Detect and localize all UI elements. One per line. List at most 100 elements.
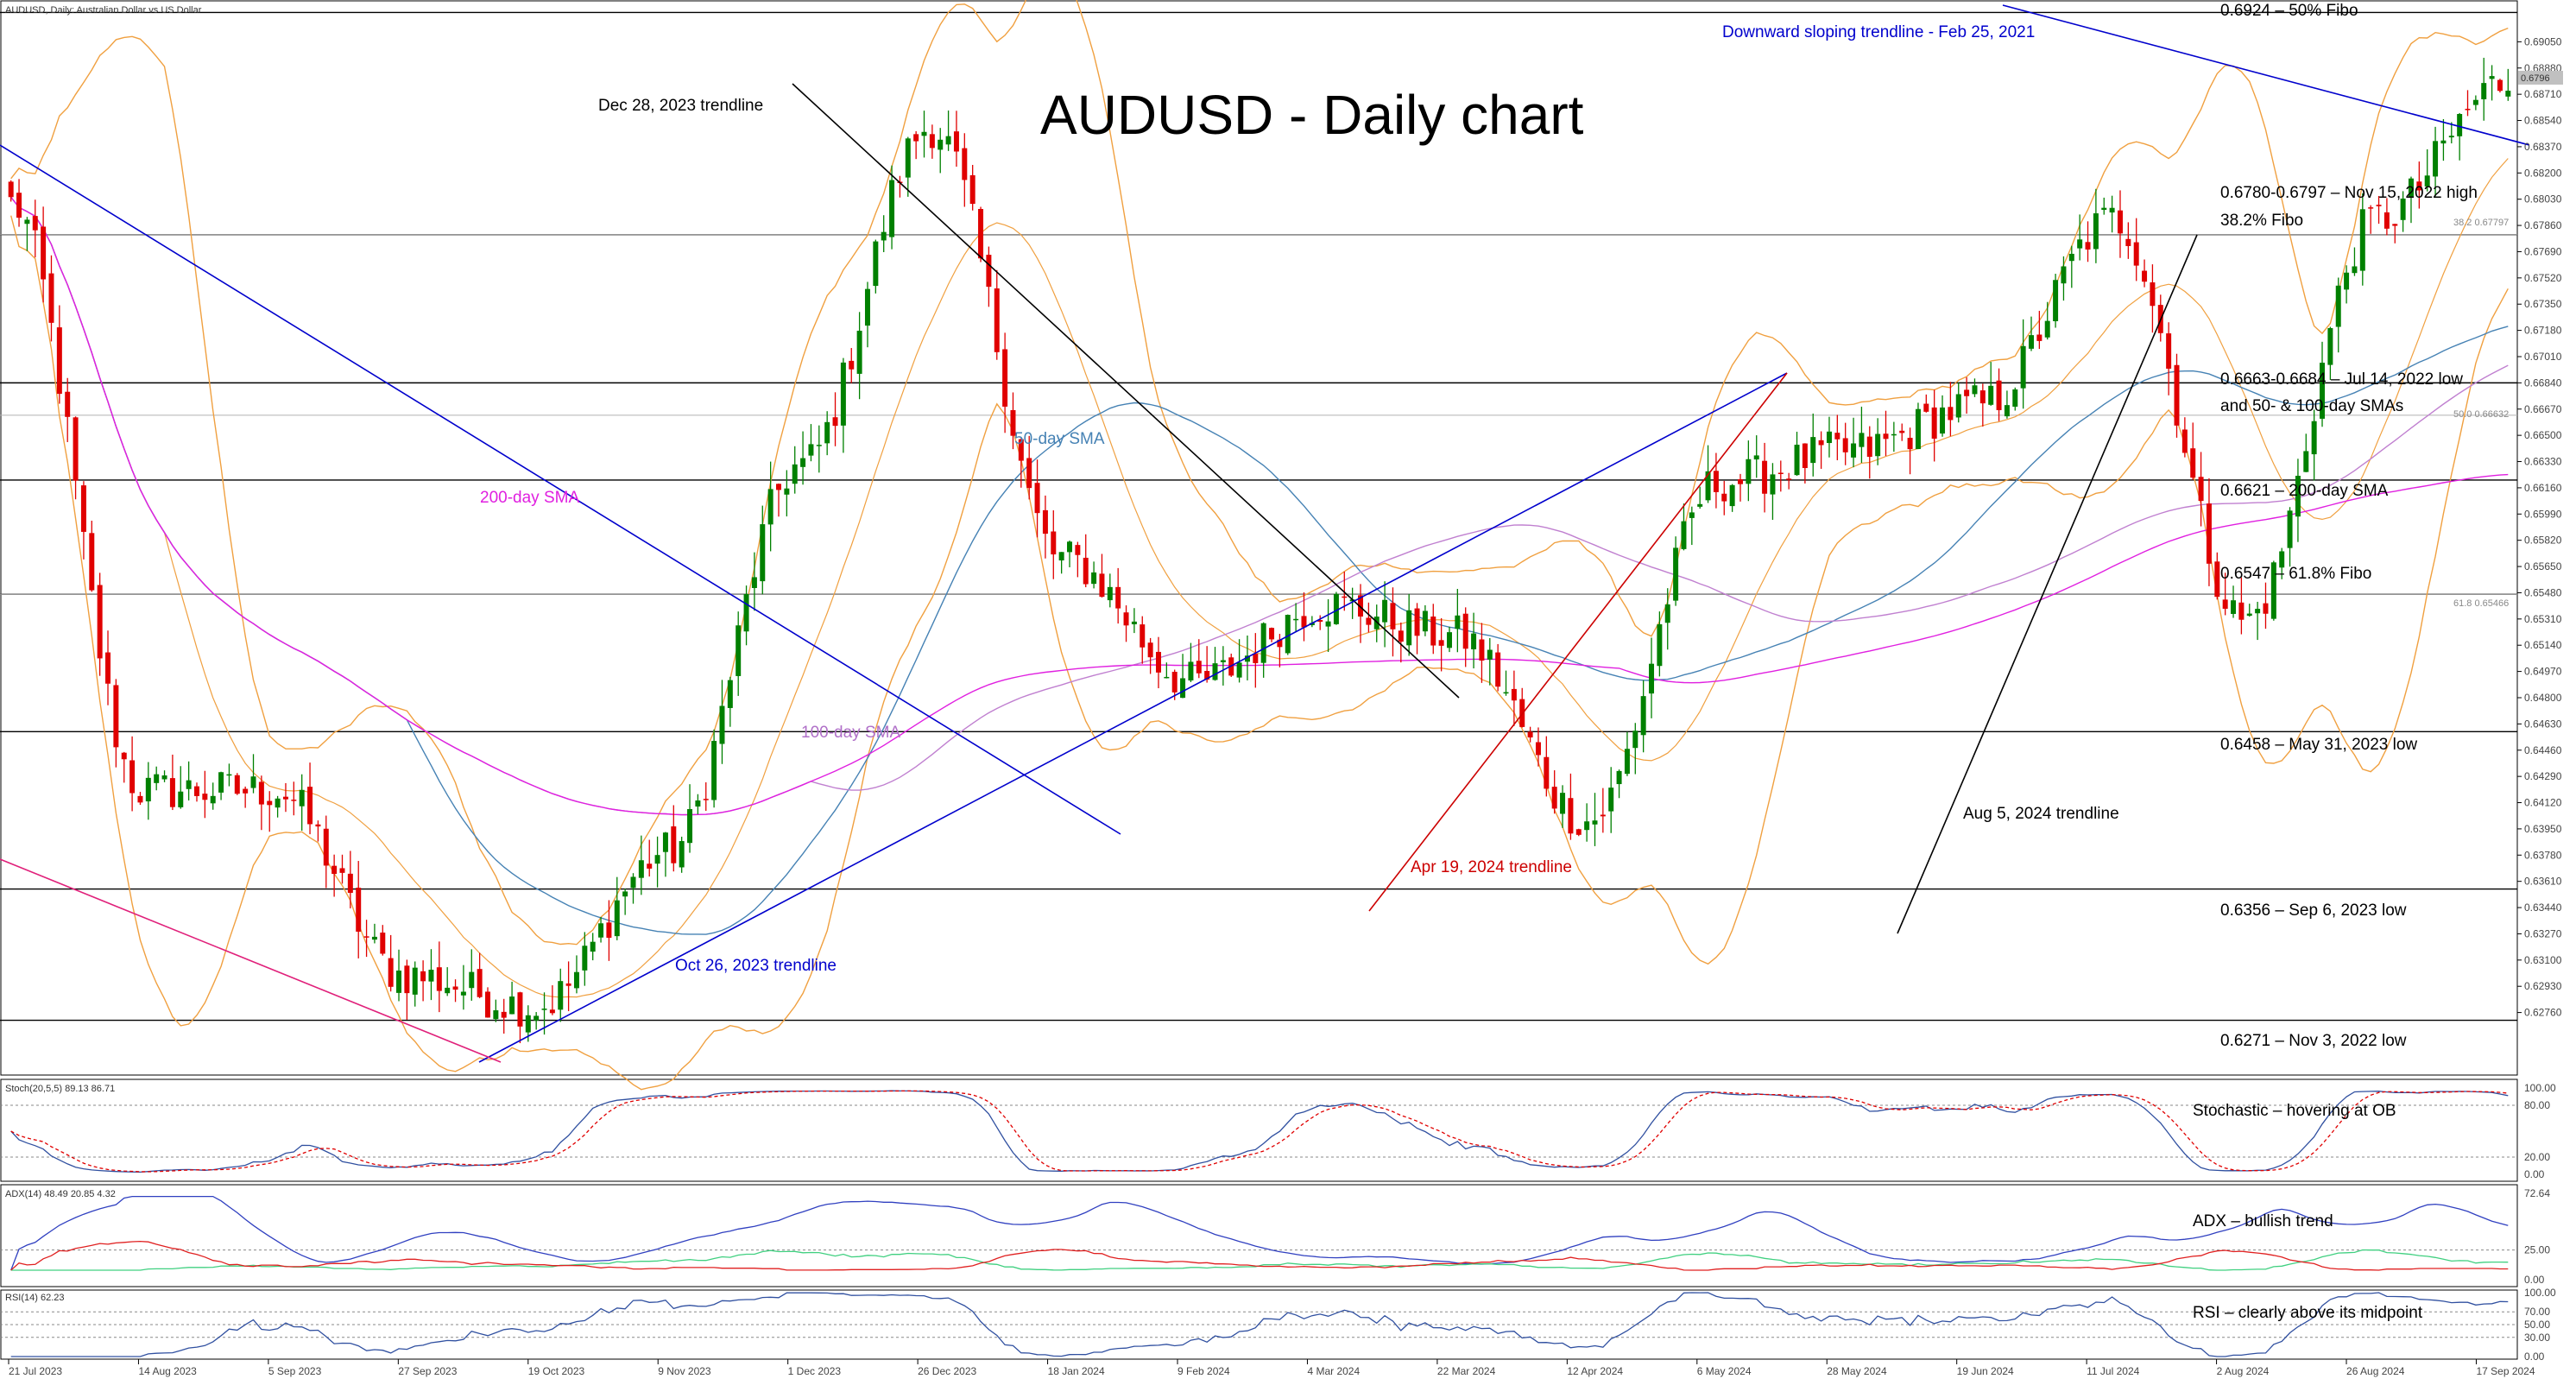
candle-body [2036,334,2042,341]
candle-body [1866,436,1872,458]
candle-body [2320,363,2326,419]
candle-body [1269,628,1275,640]
candle-body [509,996,515,1015]
candle-body [1851,443,1857,458]
candle-body [534,1015,540,1021]
candle-body [501,1011,507,1018]
candle-body [347,873,353,893]
trendline-pink-support [0,858,502,1063]
candle-body [1810,437,1816,464]
indicator-tick-label: 30.00 [2524,1332,2550,1344]
candle-body [864,288,870,326]
indicator-tick-label: 20.00 [2524,1151,2550,1163]
candle-body [193,786,199,796]
candle-body [1802,443,1808,469]
fib-tag-500: 50.0 0.66632 [2453,409,2509,420]
candle-body [1260,623,1266,663]
candle-body [56,327,62,395]
sma100-label: 100-day SMA [801,724,900,742]
candle-body [1584,821,1590,831]
candle-body [1034,483,1040,514]
candle-body [1446,632,1452,648]
candle-body [1560,793,1566,814]
candle-body [1253,654,1259,663]
candle-body [1099,573,1105,598]
candle-body [234,775,240,794]
candle-body [1689,512,1695,518]
level-label-7: 0.6458 – May 31, 2023 low [2220,736,2417,754]
candle-body [469,971,475,989]
candle-body [1503,692,1509,694]
candle-body [1002,349,1008,407]
candle-body [16,193,22,218]
candle-body [695,800,701,807]
candle-body [2004,405,2010,417]
candle-body [404,965,410,994]
axes: 0.690500.688800.687100.685400.683700.682… [8,35,2562,1377]
date-tick-label: 5 Sep 2023 [268,1365,322,1377]
candle-body [703,799,709,800]
candle-body [679,841,685,868]
candle-body [2440,140,2447,144]
candle-body [743,594,749,632]
date-tick-label: 26 Aug 2024 [2346,1365,2405,1377]
candle-body [1155,651,1161,673]
candle-body [1681,521,1687,549]
candle-body [331,865,338,875]
candle-body [953,131,959,152]
candle-body [598,923,604,938]
candle-body [1948,407,1954,421]
candle-body [1697,503,1703,507]
candle-body [751,577,757,588]
candle-body [1147,642,1153,658]
candle-body [2270,562,2276,619]
price-tick-label: 0.64800 [2524,692,2562,704]
candle-body [371,936,377,940]
date-tick-label: 12 Apr 2024 [1567,1365,1623,1377]
candle-body [1923,403,1929,412]
candle-body [32,216,38,231]
candle-body [2238,602,2245,620]
candle-body [1131,621,1137,624]
price-tick-label: 0.69050 [2524,35,2562,47]
candle-body [1204,671,1210,680]
candle-body [1632,731,1638,749]
indicator-tick-label: 0.00 [2524,1168,2545,1180]
level-label-1: 0.6780-0.6797 – Nov 15, 2022 high [2220,184,2478,202]
candle-body [1818,440,1824,446]
candle-body [1988,385,1994,405]
level-label-4: and 50- & 100-day SMAs [2220,397,2403,415]
candle-body [760,524,766,582]
price-tick-label: 0.66330 [2524,456,2562,468]
trendline-label-apr-2024: Apr 19, 2024 trendline [1411,858,1572,876]
candle-body [1277,639,1283,648]
candle-body [2489,76,2495,79]
trendline-oct-2023 [478,372,1788,1063]
candle-body [1786,478,1792,480]
candle-body [1568,798,1574,834]
candle-body [452,986,458,990]
candle-body [1373,617,1380,629]
candle-body [2392,224,2398,226]
candle-body [1171,671,1178,693]
candle-body [178,791,184,807]
candle-body [614,900,620,937]
candle-body [445,987,451,994]
candle-body [2368,207,2374,209]
level-label-5: 0.6621 – 200-day SMA [2220,482,2389,500]
bollinger-lower [10,215,2509,1091]
candle-body [1826,431,1832,444]
candle-body [1891,433,1897,436]
candle-body [2077,239,2083,249]
adx-header: ADX(14) 48.49 20.85 4.32 [5,1189,116,1199]
date-tick-label: 28 May 2024 [1827,1365,1887,1377]
candle-body [1342,596,1348,598]
candle-body [2231,600,2237,614]
price-tick-label: 0.65480 [2524,586,2562,598]
candle-body [2246,613,2252,617]
candle-body [2142,270,2148,282]
candle-body [517,992,523,1027]
date-tick-label: 14 Aug 2023 [138,1365,197,1377]
price-tick-label: 0.67010 [2524,351,2562,363]
candle-body [1390,603,1396,629]
